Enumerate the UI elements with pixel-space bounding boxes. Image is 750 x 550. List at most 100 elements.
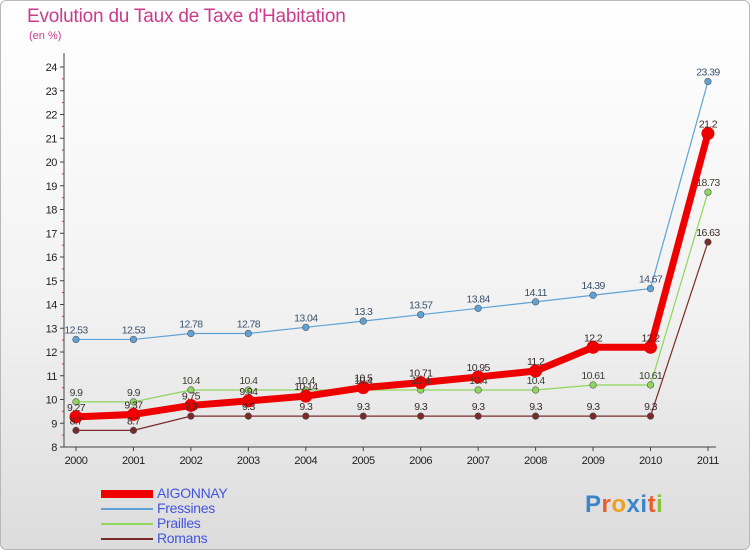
series-line bbox=[75, 241, 709, 431]
data-point bbox=[644, 340, 657, 354]
data-point bbox=[704, 188, 712, 196]
data-label: 10.4 bbox=[182, 375, 201, 387]
data-point bbox=[589, 291, 597, 299]
data-point bbox=[244, 412, 252, 420]
data-point bbox=[302, 412, 310, 420]
y-tick-label: 10 bbox=[46, 395, 58, 407]
data-point bbox=[184, 398, 198, 412]
x-tick-label: 2003 bbox=[237, 455, 260, 467]
data-label: 10.61 bbox=[639, 370, 663, 382]
data-point bbox=[187, 386, 195, 394]
data-label: 13.3 bbox=[354, 306, 373, 318]
data-label: 10.4 bbox=[239, 375, 258, 387]
y-tick-label: 13 bbox=[46, 323, 58, 335]
data-label: 10.4 bbox=[469, 375, 488, 387]
data-point bbox=[69, 410, 83, 424]
data-label: 11.2 bbox=[527, 356, 545, 368]
data-point bbox=[474, 386, 482, 394]
y-tick-label: 17 bbox=[46, 228, 58, 240]
legend-item: Fressines bbox=[101, 500, 301, 516]
data-point bbox=[586, 340, 600, 354]
x-tick-label: 2010 bbox=[639, 455, 662, 467]
data-label: 10.4 bbox=[527, 375, 546, 387]
data-point bbox=[187, 329, 195, 338]
data-label: 12.53 bbox=[64, 324, 88, 336]
data-label: 10.14 bbox=[294, 381, 318, 393]
data-label: 9.3 bbox=[414, 401, 428, 413]
data-label: 13.57 bbox=[409, 300, 433, 312]
proxiti-logo: Proxiti bbox=[585, 491, 663, 519]
x-tick-label: 2000 bbox=[65, 455, 88, 467]
data-label: 10.71 bbox=[409, 368, 433, 380]
data-point bbox=[704, 77, 712, 86]
data-label: 9.27 bbox=[67, 402, 86, 414]
data-label: 9.3 bbox=[644, 401, 658, 413]
data-label: 10.95 bbox=[467, 362, 491, 374]
data-point bbox=[72, 426, 80, 434]
data-point bbox=[529, 364, 543, 378]
y-tick-label: 9 bbox=[51, 418, 57, 430]
series-line bbox=[75, 191, 709, 403]
y-tick-label: 12 bbox=[46, 347, 58, 359]
logo-letter: i bbox=[640, 491, 648, 518]
legend-swatch bbox=[101, 490, 153, 498]
data-label: 13.84 bbox=[467, 293, 491, 305]
y-tick-label: 8 bbox=[51, 442, 57, 454]
data-point bbox=[646, 412, 655, 420]
data-label: 12.78 bbox=[237, 318, 261, 330]
data-label: 14.67 bbox=[639, 274, 663, 286]
data-point bbox=[646, 381, 655, 389]
y-tick-label: 15 bbox=[46, 276, 58, 288]
y-tick-label: 23 bbox=[46, 86, 58, 98]
data-point bbox=[417, 311, 425, 319]
data-point bbox=[299, 389, 313, 403]
data-point bbox=[72, 335, 80, 344]
y-tick-label: 19 bbox=[46, 181, 58, 193]
logo-letter: i bbox=[656, 491, 664, 518]
data-label: 21.2 bbox=[699, 119, 718, 131]
legend-item: AIGONNAY bbox=[101, 485, 301, 501]
data-point bbox=[414, 376, 428, 390]
logo-letter: P bbox=[585, 491, 602, 518]
data-label: 10.61 bbox=[581, 370, 605, 382]
data-label: 9.3 bbox=[185, 401, 199, 413]
data-point bbox=[356, 381, 370, 395]
data-label: 9.9 bbox=[70, 387, 84, 399]
data-label: 10.5 bbox=[354, 373, 373, 385]
legend: AIGONNAY Fressines Prailles Romans bbox=[101, 485, 301, 546]
x-tick-label: 2002 bbox=[179, 455, 202, 467]
data-label: 9.3 bbox=[299, 401, 313, 413]
data-label: 9.75 bbox=[182, 390, 201, 402]
data-point bbox=[589, 412, 597, 420]
data-label: 8.7 bbox=[70, 415, 84, 427]
data-point bbox=[72, 398, 80, 406]
data-label: 9.3 bbox=[529, 401, 543, 413]
legend-label: Romans bbox=[157, 530, 208, 546]
data-label: 9.94 bbox=[239, 386, 258, 398]
data-label: 23.39 bbox=[696, 66, 720, 78]
data-point bbox=[531, 412, 540, 420]
logo-letter: o bbox=[611, 491, 627, 518]
data-point bbox=[129, 335, 138, 344]
data-label: 9.3 bbox=[357, 401, 371, 413]
data-label: 8.7 bbox=[127, 415, 141, 427]
x-tick-label: 2011 bbox=[697, 455, 719, 467]
y-tick-label: 22 bbox=[46, 110, 58, 122]
legend-swatch bbox=[101, 523, 153, 525]
series-line bbox=[72, 130, 712, 421]
data-point bbox=[646, 284, 655, 293]
data-label: 9.9 bbox=[127, 387, 141, 399]
data-label: 10.4 bbox=[297, 375, 316, 387]
data-label: 9.3 bbox=[587, 401, 601, 413]
data-label: 12.2 bbox=[641, 332, 660, 344]
x-tick-label: 2007 bbox=[467, 455, 490, 467]
legend-label: Prailles bbox=[157, 515, 201, 531]
data-point bbox=[129, 426, 138, 434]
data-label: 16.63 bbox=[696, 227, 720, 239]
data-label: 9.3 bbox=[472, 401, 486, 413]
data-label: 13.04 bbox=[294, 312, 318, 324]
data-point bbox=[126, 407, 140, 421]
x-tick-label: 2005 bbox=[352, 455, 375, 467]
logo-letter: x bbox=[626, 491, 641, 518]
